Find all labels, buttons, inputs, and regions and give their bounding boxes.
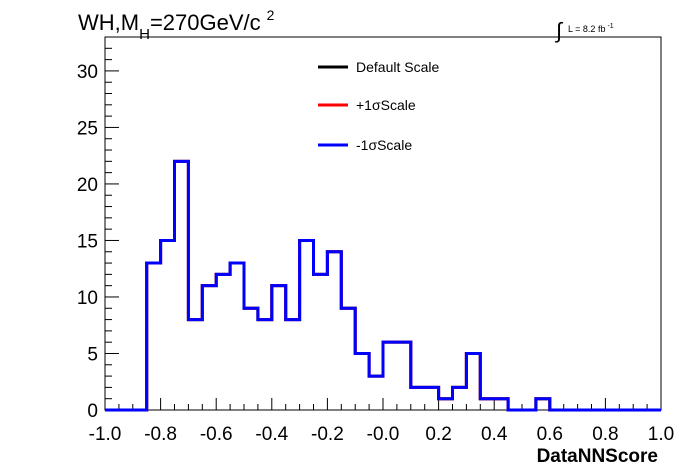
luminosity-text: L = 8.2 fb -1 <box>568 23 614 34</box>
series-line-minus <box>105 159 661 412</box>
x-axis-label: DataNNScore <box>537 446 658 467</box>
x-tick-label: -0.4 <box>255 424 288 445</box>
x-tick-label: -0.8 <box>144 424 177 445</box>
axes: -1.0 -0.8 -0.6 -0.4 -0.2 -0.0 0.2 0.4 0.6 0.8 1.0 0… <box>77 36 674 445</box>
y-tick-label: 25 <box>77 118 98 139</box>
y-tick-label: 20 <box>77 175 98 196</box>
x-tick-label: 0.4 <box>481 424 508 445</box>
legend-label-minus: -1σScale <box>356 137 412 153</box>
y-tick-label: 30 <box>77 62 98 83</box>
legend-label-plus: +1σScale <box>356 97 416 113</box>
y-tick-label: 5 <box>87 344 98 365</box>
x-tick-label: 0.6 <box>537 424 563 445</box>
x-tick-label: -0.0 <box>367 424 400 445</box>
x-tick-label: 0.2 <box>425 424 451 445</box>
integral-symbol: ∫ <box>554 18 564 43</box>
x-tick-label: 1.0 <box>648 424 674 445</box>
y-tick-label: 10 <box>77 288 98 309</box>
luminosity-label: ∫ L = 8.2 fb -1 <box>554 18 614 43</box>
x-tick-label: 0.8 <box>592 424 618 445</box>
series-layer <box>105 159 661 412</box>
x-tick-label: -0.2 <box>311 424 344 445</box>
legend-label-default: Default Scale <box>356 59 439 75</box>
legend: Default Scale +1σScale -1σScale <box>318 59 439 153</box>
y-tick-label: 0 <box>87 401 98 422</box>
x-tick-label: -1.0 <box>89 424 122 445</box>
x-tick-label: -0.6 <box>200 424 233 445</box>
chart-title: WH,MH=270GeV/c 2 <box>78 7 275 43</box>
y-tick-label: 15 <box>77 231 98 252</box>
